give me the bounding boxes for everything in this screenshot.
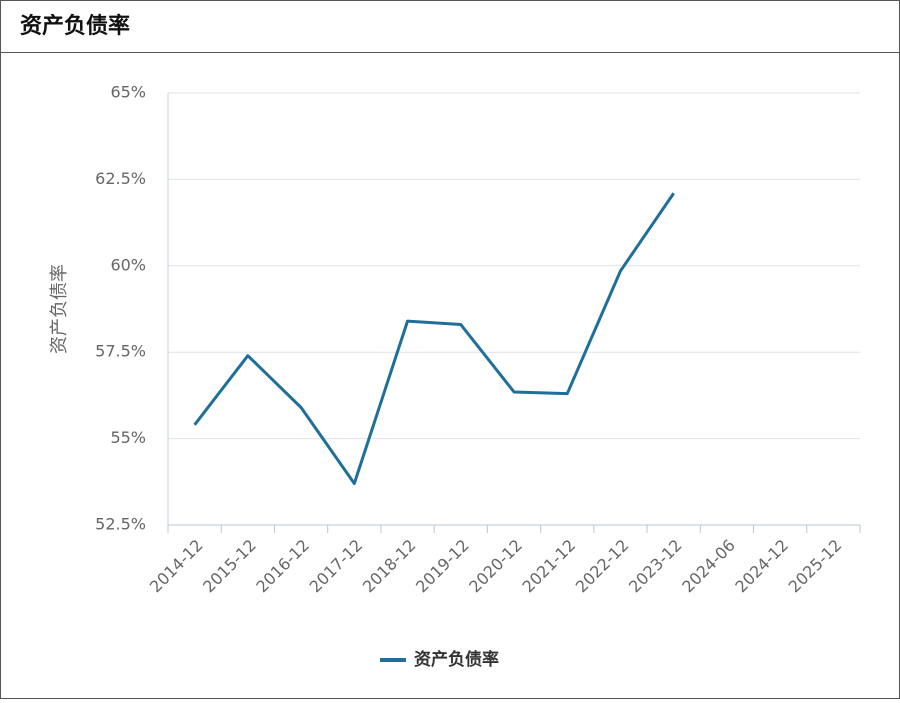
y-tick-label: 60% <box>110 255 146 274</box>
y-axis-label: 资产负债率 <box>49 264 70 354</box>
y-tick-label: 62.5% <box>95 169 146 188</box>
y-tick-label: 57.5% <box>95 342 146 361</box>
data-line <box>193 192 675 486</box>
y-tick-label: 52.5% <box>95 515 146 534</box>
legend-label: 资产负债率 <box>414 649 499 670</box>
chart-title: 资产负债率 <box>20 13 130 39</box>
y-tick-label: 55% <box>110 428 146 447</box>
y-tick-label: 65% <box>110 83 146 102</box>
